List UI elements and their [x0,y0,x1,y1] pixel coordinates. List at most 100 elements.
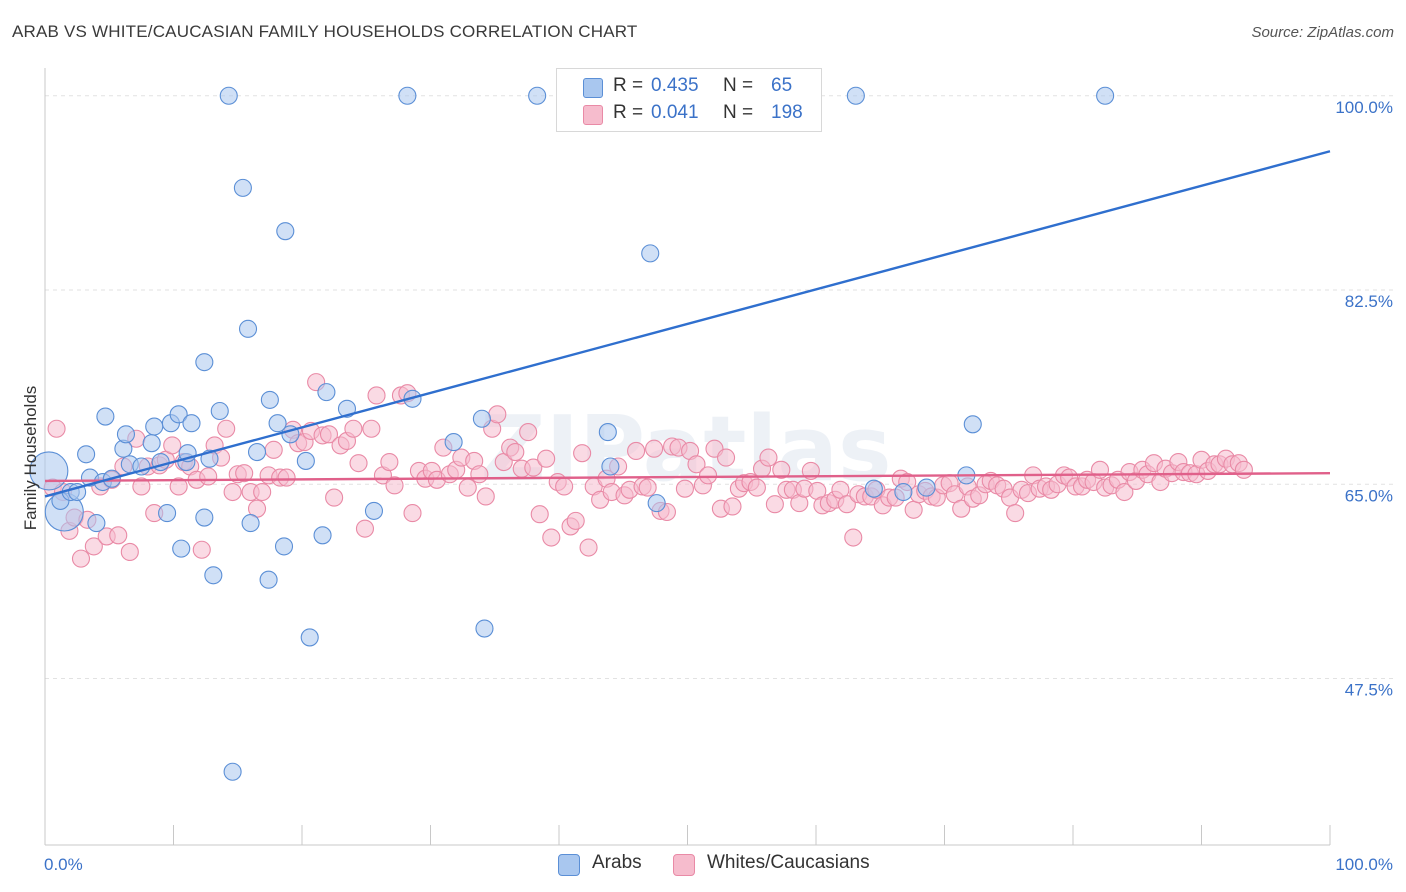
whites-point [132,477,151,496]
whites-point [759,448,778,467]
arab-point [182,414,201,433]
arab-point [142,434,161,453]
y-axis-label: Family Households [21,386,40,531]
whites-point [403,504,422,523]
arab-point [300,628,319,647]
arab-point [317,383,336,402]
whites-point [217,419,236,438]
whites-point [566,511,585,530]
whites-point [524,458,543,477]
arab-point [475,619,494,638]
arab-point [296,451,315,470]
arab-point [195,353,214,372]
whites-point [223,482,242,502]
trend-lines [44,150,1331,498]
whites-point [470,465,489,484]
whites-point [772,460,791,479]
arab-point [846,86,865,105]
arab-point [259,570,278,589]
arab-point [963,415,982,434]
whites-point [699,466,718,485]
whites-point [573,444,592,463]
tick-labels: 100.0% 82.5% 65.0% 47.5% 0.0% 100.0% [44,98,1393,874]
whites-point [380,452,399,472]
whites-point [904,500,923,519]
whites-legend-label: Whites/Caucasians [707,852,870,873]
whites-point [349,454,368,473]
whites-point [264,440,283,459]
arab-point [274,537,294,556]
n-label: N = [723,102,754,123]
whites-point [277,468,296,487]
whites-point [675,479,694,498]
whites-point [645,439,664,458]
arab-point [313,526,332,545]
whites-point [319,425,339,444]
whites-point [579,538,598,557]
arab-point [219,86,238,105]
r-value: 0.041 [651,102,699,123]
whites-point [687,455,706,474]
whites-point [385,476,404,495]
whites-point [458,478,477,497]
whites-swatch [583,105,603,125]
whites-point [765,495,784,514]
whites-point [109,526,128,545]
arab-point [1096,86,1115,105]
whites-point [192,540,211,559]
whites-point [362,419,381,438]
arab-point [364,501,384,520]
whites-point [71,549,91,568]
arab-point [210,401,229,421]
arab-point [472,409,491,428]
whites-legend-swatch [673,854,695,876]
y-tick-label: 47.5% [1345,681,1393,700]
whites-point [627,441,646,461]
whites-point [355,519,375,538]
x-tick-label-min: 0.0% [44,855,83,874]
whites-point [84,537,103,556]
whites-point [120,542,139,562]
whites-point [476,487,495,506]
whites-point [325,488,344,507]
arab-point [398,86,417,105]
r-value: 0.435 [651,75,699,96]
arab-point [641,244,660,263]
arab-point [145,417,164,436]
whites-point [530,505,549,524]
whites-point [506,443,525,462]
whites-point [844,528,863,547]
arab-point [195,508,214,527]
arab-point [647,494,666,513]
arabs-series [29,86,1115,781]
whites-trend-line [44,471,1331,483]
whites-point [367,386,386,405]
whites-point [716,448,736,467]
arab-point [894,482,913,502]
arab-point [268,414,287,433]
arabs-legend-swatch [558,854,580,876]
arab-point [77,445,96,464]
arab-point [247,443,267,462]
whites-point [638,478,657,497]
arab-point [96,407,115,426]
whites-point [344,419,363,438]
arab-point [601,457,620,476]
whites-point [488,405,507,424]
arab-point [172,539,191,558]
whites-point [1006,504,1025,523]
whites-point [537,449,556,468]
r-label: R = [613,102,644,123]
arab-point [233,178,252,197]
arab-point [169,405,188,424]
n-value: 65 [771,75,793,96]
whites-point [952,499,971,518]
whites-point [837,495,856,514]
r-label: R = [613,75,644,96]
arab-point [158,504,177,523]
arabs-legend-label: Arabs [592,852,642,873]
whites-point [47,419,66,438]
x-tick-label-max: 100.0% [1335,855,1393,874]
stats-legend: R = 0.435 N = 65 R = 0.041 N = 198 [556,68,822,132]
